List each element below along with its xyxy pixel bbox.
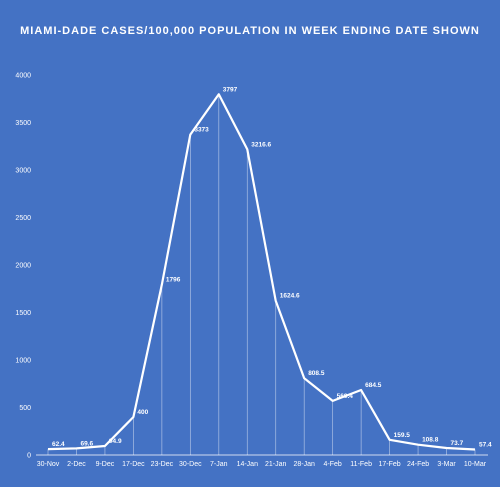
x-tick-label: 17-Feb bbox=[379, 461, 401, 468]
y-tick-label: 4000 bbox=[15, 73, 31, 80]
y-tick-label: 3500 bbox=[15, 120, 31, 127]
x-tick-label: 21-Jan bbox=[265, 461, 287, 468]
data-label: 3797 bbox=[223, 86, 238, 93]
x-axis: 30-Nov 2-Dec 9-Dec 17-Dec 23-Dec 30-Dec 7-Jan 1… bbox=[36, 454, 488, 468]
x-tick-label: 10-Mar bbox=[464, 461, 487, 468]
x-tick-label: 14-Jan bbox=[237, 461, 259, 468]
x-tick-label: 7-Jan bbox=[210, 461, 228, 468]
drop-lines bbox=[47, 94, 476, 455]
data-label: 684.5 bbox=[365, 382, 382, 389]
y-axis: 0 500 1000 1500 2000 2500 3000 3500 4000 bbox=[15, 73, 31, 460]
data-label: 62.4 bbox=[52, 441, 65, 448]
data-label: 108.8 bbox=[422, 437, 439, 444]
x-tick-label: 23-Dec bbox=[151, 461, 174, 468]
data-label: 569.4 bbox=[337, 393, 354, 400]
data-label: 3216.6 bbox=[251, 141, 271, 148]
x-tick-label: 9-Dec bbox=[96, 461, 115, 468]
y-tick-label: 2000 bbox=[15, 263, 31, 270]
data-label: 1624.6 bbox=[280, 293, 300, 300]
x-tick-label: 24-Feb bbox=[407, 461, 429, 468]
data-label: 1796 bbox=[166, 276, 181, 283]
y-tick-label: 1000 bbox=[15, 358, 31, 365]
y-tick-label: 0 bbox=[27, 453, 31, 460]
data-label: 73.7 bbox=[451, 440, 464, 447]
x-tick-label: 2-Dec bbox=[67, 461, 86, 468]
x-tick-label: 3-Mar bbox=[437, 461, 456, 468]
series-line bbox=[47, 93, 476, 451]
y-tick-label: 500 bbox=[19, 405, 31, 412]
y-tick-label: 3000 bbox=[15, 168, 31, 175]
data-label: 159.5 bbox=[394, 432, 411, 439]
y-tick-label: 1500 bbox=[15, 310, 31, 317]
data-label: 3373 bbox=[194, 127, 209, 134]
x-tick-label: 30-Nov bbox=[37, 461, 60, 468]
x-tick-label: 30-Dec bbox=[179, 461, 202, 468]
data-label: 57.4 bbox=[479, 442, 492, 449]
data-label: 808.5 bbox=[308, 370, 325, 377]
y-tick-label: 2500 bbox=[15, 215, 31, 222]
x-tick-label: 11-Feb bbox=[350, 461, 372, 468]
x-tick-label: 17-Dec bbox=[122, 461, 145, 468]
data-label: 69.6 bbox=[80, 440, 93, 447]
data-label: 94.9 bbox=[109, 438, 122, 445]
x-tick-label: 4-Feb bbox=[324, 461, 342, 468]
data-label: 400 bbox=[137, 409, 148, 416]
x-tick-label: 28-Jan bbox=[293, 461, 315, 468]
data-labels: 62.4 69.6 94.9 400 1796 3373 3797 3216.6 1624.6 8… bbox=[52, 86, 492, 448]
chart-title: MIAMI-DADE CASES/100,000 POPULATION IN W… bbox=[20, 25, 480, 37]
